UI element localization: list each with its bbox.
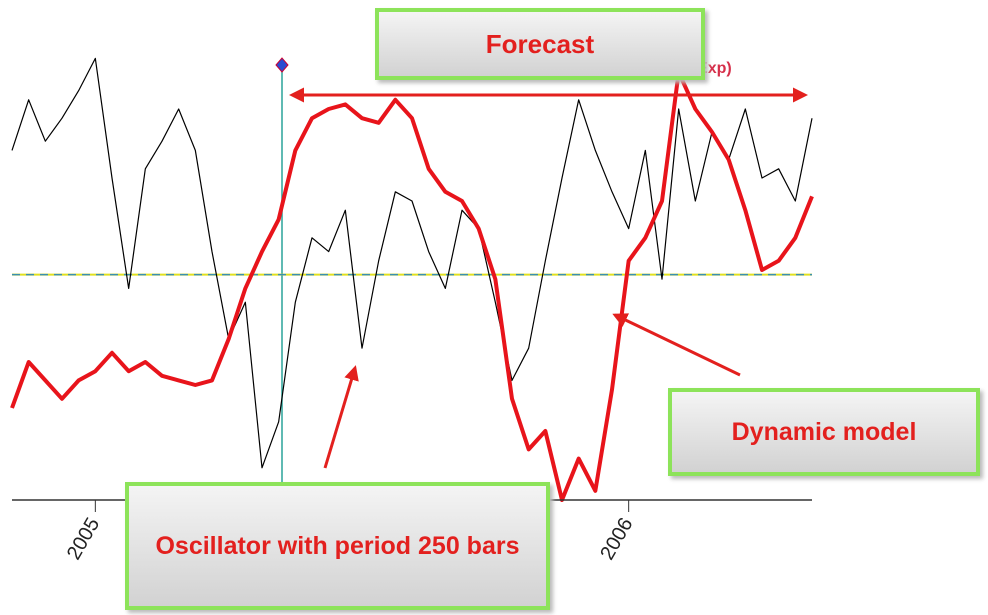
oscillator-line bbox=[11, 57, 813, 469]
x-tick-label: 2005 bbox=[63, 514, 104, 564]
model-label: Dynamic model bbox=[668, 388, 980, 476]
cursor-handle bbox=[275, 57, 289, 73]
model-arrow bbox=[612, 313, 741, 377]
oscillator-label: Oscillator with period 250 bars bbox=[125, 482, 550, 610]
oscillator-arrow bbox=[323, 365, 359, 469]
x-tick-label: 2006 bbox=[596, 514, 637, 564]
forecast-label: Forecast bbox=[375, 8, 705, 80]
